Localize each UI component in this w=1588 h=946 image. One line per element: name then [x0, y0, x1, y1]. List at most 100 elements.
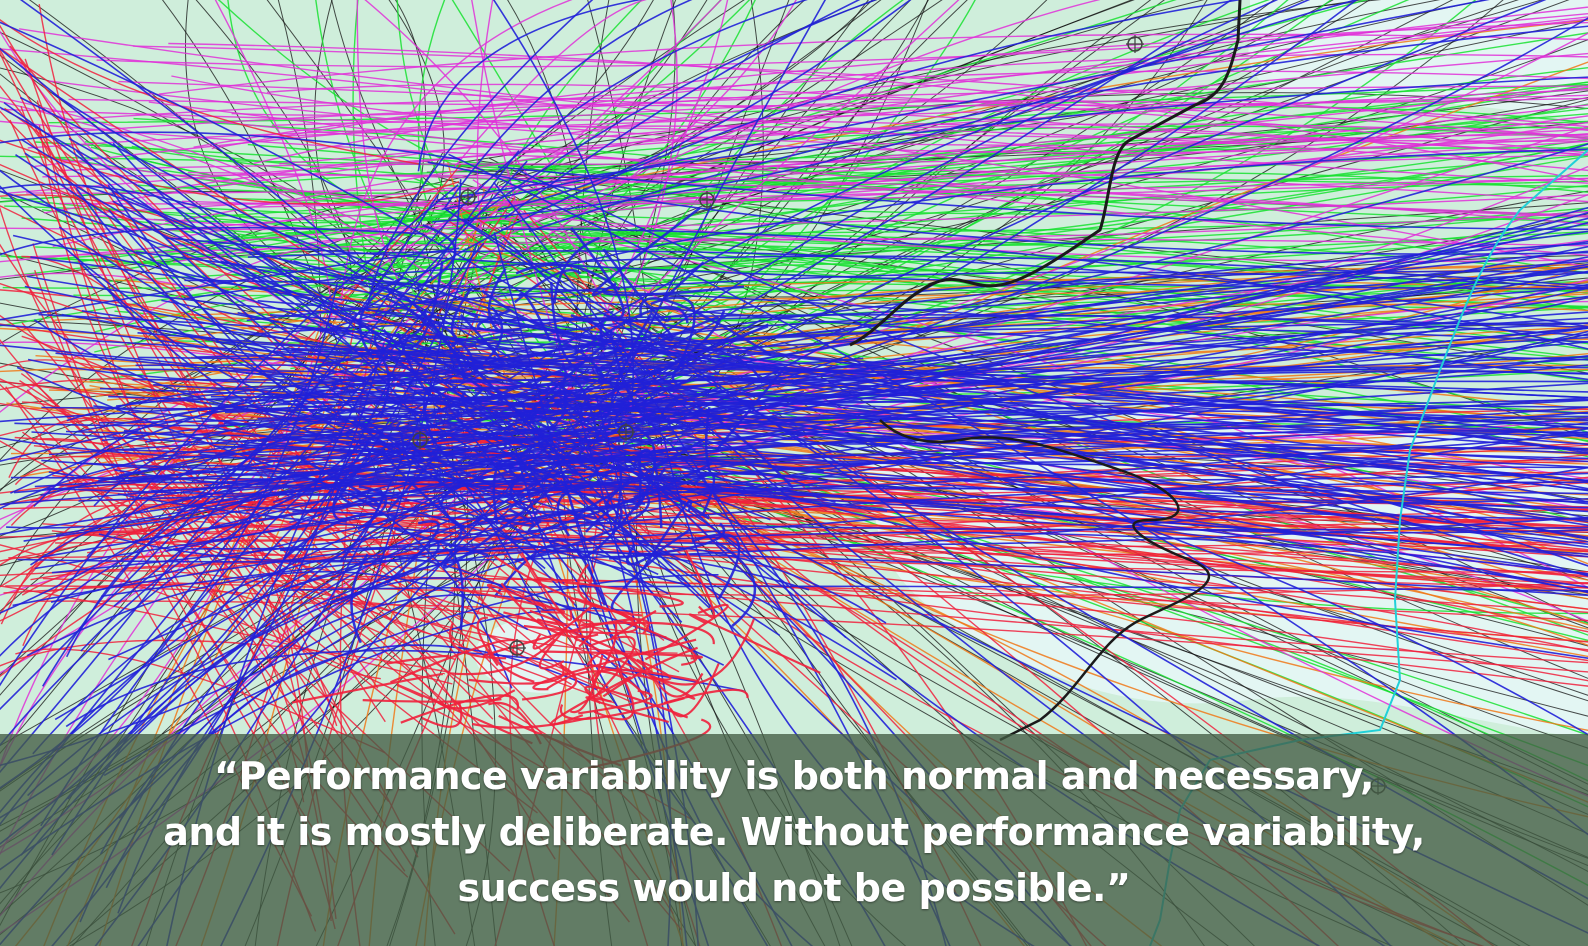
flight-track [608, 522, 726, 560]
flight-track [158, 33, 1588, 95]
flight-track [593, 666, 635, 721]
flight-track [0, 497, 494, 720]
flight-track [591, 207, 701, 297]
flight-track [610, 313, 652, 408]
flight-track [538, 625, 569, 670]
flight-track [704, 407, 712, 473]
flight-track [247, 250, 1588, 328]
flight-track [577, 563, 643, 617]
flight-track [650, 296, 696, 372]
flight-track [0, 507, 379, 689]
flight-track [506, 0, 1359, 382]
flight-track [477, 510, 597, 525]
flight-track [103, 573, 719, 777]
flight-track [339, 488, 384, 563]
flight-track [0, 194, 439, 774]
flight-track [526, 342, 607, 421]
flight-track [57, 163, 1588, 203]
flight-track [246, 271, 1588, 322]
quote-text: “Performance variability is both normal … [0, 748, 1588, 916]
flight-track [329, 148, 1588, 329]
flight-track [55, 352, 1588, 594]
flight-track [550, 675, 632, 726]
flight-track [436, 357, 556, 431]
flight-track [27, 125, 1588, 172]
flight-track [588, 635, 636, 697]
flight-track [317, 310, 427, 368]
flight-track [602, 646, 698, 698]
flight-track [116, 449, 1588, 589]
flight-track [494, 468, 586, 510]
flight-track [517, 292, 552, 342]
flight-track [414, 224, 457, 291]
flight-track [51, 330, 1588, 574]
flight-track [259, 574, 1588, 622]
flight-track [519, 439, 554, 490]
flight-track [470, 125, 1588, 167]
quote-line-2: and it is mostly deliberate. Without per… [163, 810, 1425, 854]
flight-track [632, 310, 726, 384]
flight-track [523, 608, 638, 635]
flight-track [0, 379, 560, 747]
flight-track [85, 141, 1588, 215]
flight-track [353, 417, 405, 453]
flight-track [390, 335, 477, 375]
flight-track [532, 638, 697, 691]
flight-track [118, 80, 1588, 156]
flight-track [694, 346, 764, 384]
flight-track [68, 97, 1588, 107]
flight-track [165, 446, 1588, 553]
flight-track [585, 696, 669, 724]
flight-track [481, 289, 605, 347]
flight-track [589, 266, 1588, 394]
flight-track [591, 0, 827, 449]
flight-track [396, 683, 533, 745]
flight-track [127, 356, 1588, 483]
flight-track [0, 341, 610, 433]
flight-track [620, 389, 648, 412]
flight-track [108, 364, 1588, 406]
flight-track [468, 663, 565, 685]
flight-track [497, 0, 912, 211]
coastline [849, 0, 1242, 347]
flight-track [382, 261, 444, 350]
flight-track [427, 161, 1588, 255]
flight-track [264, 199, 1588, 345]
flight-track [0, 18, 420, 165]
flight-track [487, 268, 507, 331]
flight-track [569, 654, 604, 714]
flight-track [94, 149, 1588, 333]
flight-track [51, 92, 744, 368]
flight-track [295, 454, 381, 507]
flight-track [216, 341, 1588, 503]
flight-track [579, 393, 636, 422]
flight-track [553, 236, 600, 304]
flight-track [575, 438, 705, 519]
flight-track [263, 94, 1588, 138]
flight-track [715, 540, 757, 627]
flight-track [211, 21, 1588, 150]
flight-track [601, 285, 745, 297]
flight-track [548, 394, 612, 432]
flight-track [436, 413, 569, 441]
flight-track [496, 462, 637, 540]
flight-track [437, 76, 1588, 201]
flight-track [58, 226, 888, 512]
flight-track [193, 70, 1588, 148]
flight-track [596, 437, 1588, 642]
flight-track [12, 481, 1588, 607]
flight-track [386, 654, 450, 665]
flight-track [24, 58, 390, 802]
flight-track [0, 361, 335, 614]
flight-track [578, 689, 653, 715]
flight-track [559, 697, 685, 721]
flight-track [123, 32, 1588, 271]
flight-track [453, 0, 647, 169]
flight-track [625, 528, 691, 566]
flight-track [658, 0, 929, 407]
flight-track [649, 311, 674, 342]
flight-track [143, 325, 1588, 548]
flight-track [368, 347, 390, 419]
flight-track [198, 424, 1588, 481]
